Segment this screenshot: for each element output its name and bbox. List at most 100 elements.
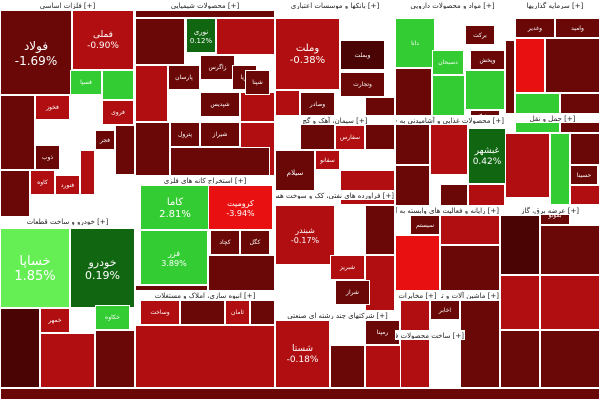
tile-symbol: خمهر [48, 317, 62, 325]
treemap-tile[interactable]: خساپا 1.85% [0, 228, 70, 308]
sector-header[interactable]: [+] ساخت محصولات فلزی [395, 330, 465, 340]
treemap-tile[interactable]: پترول [170, 122, 200, 147]
treemap-tile[interactable]: کاما 2.81% [140, 185, 210, 230]
tile-symbol: آریا [233, 74, 256, 81]
treemap-cell [440, 215, 500, 245]
treemap-tile[interactable]: سفانو [315, 150, 340, 170]
treemap-tile[interactable]: پارسان [168, 65, 200, 90]
treemap-tile[interactable]: وملت -0.38% [275, 18, 340, 90]
sector-header[interactable]: [+] رایانه و فعالیت های وابسته به آن [395, 205, 500, 215]
sector-header[interactable]: [+] استخراج کانه های فلزی [135, 175, 275, 185]
treemap-tile[interactable]: شبندر -0.17% [275, 205, 335, 265]
tile-change-percent: -0.17% [290, 236, 320, 245]
tile-symbol: دسبحان [438, 59, 458, 67]
sector-header[interactable]: [+] عرضه برق، گاز [500, 205, 600, 215]
sector-header[interactable]: [+] فراورده های نفتی، کک و سوخت هسته ای [275, 190, 395, 200]
treemap-tile[interactable]: نوری 0.12% [186, 18, 216, 53]
treemap-tile[interactable]: وتجارت [340, 72, 385, 97]
tile-symbol: وغدیر [527, 24, 543, 32]
tile-symbol: کاوه [37, 179, 48, 187]
treemap-tile[interactable]: وساخت [140, 300, 180, 325]
treemap-tile[interactable]: سیستم [410, 215, 440, 235]
treemap-cell [0, 308, 40, 388]
treemap-tile[interactable]: غبشهر 0.42% [468, 128, 506, 184]
treemap-tile[interactable]: شراز [335, 280, 370, 305]
tile-symbol: سفانو [320, 156, 335, 164]
treemap-tile[interactable]: شیراز [200, 122, 240, 147]
treemap-tile[interactable]: وامید [555, 18, 600, 38]
treemap-tile[interactable]: فملی -0.90% [72, 10, 134, 70]
treemap-tile[interactable]: وپخش [470, 50, 505, 70]
tile-symbol: ثامان [231, 309, 244, 317]
treemap-tile[interactable]: شستا -0.18% [275, 320, 330, 388]
sector-header[interactable]: [+] بانکها و موسسات اعتباری [275, 0, 395, 10]
treemap-tile[interactable]: سیلام [275, 150, 315, 195]
tile-symbol: کرومیت [227, 198, 254, 208]
treemap-cell [115, 125, 135, 175]
tile-symbol: فزر [167, 248, 181, 258]
treemap-tile[interactable]: فزر 3.89% [140, 230, 208, 285]
treemap-tile[interactable]: فسپا [70, 70, 102, 95]
treemap-cell [500, 330, 540, 388]
tile-symbol: کچاد [219, 239, 231, 247]
treemap-tile[interactable]: خودرو 0.19% [70, 228, 135, 308]
treemap-tile[interactable]: خمهر [40, 308, 70, 333]
sector-header[interactable]: [+] خودرو و ساخت قطعات [0, 216, 135, 226]
treemap-tile[interactable]: دانا [395, 18, 435, 68]
sector-header[interactable]: [+] شرکتهای چند رشته ای صنعتی [275, 310, 400, 320]
tile-change-percent: 0.42% [472, 157, 502, 167]
tile-symbol: پترول [177, 131, 193, 139]
treemap-tile[interactable]: ذوب [35, 145, 60, 170]
treemap-tile[interactable]: کچاد [210, 230, 240, 255]
treemap-tile[interactable]: رمپنا [365, 320, 400, 345]
treemap-cell [570, 133, 600, 165]
treemap-tile[interactable]: فخوز [35, 95, 70, 120]
treemap-tile[interactable]: وصادر [300, 92, 335, 117]
treemap-tile[interactable]: وبملت [340, 40, 385, 70]
treemap-tile[interactable]: فجر [95, 130, 115, 150]
treemap-tile[interactable]: برکت [465, 25, 495, 45]
sector-header[interactable]: [+] سرمایه گذاریها [510, 0, 600, 10]
treemap-tile[interactable]: ثامان [225, 300, 250, 325]
tile-change-percent: 3.89% [161, 258, 187, 268]
sector-header[interactable]: [+] سیمان، آهک و گچ [275, 115, 395, 125]
treemap-tile[interactable]: فروی [102, 100, 134, 125]
treemap-cell [0, 170, 30, 225]
treemap-cell [216, 18, 275, 55]
sector-header[interactable]: [+] محصولات غذایی و آشامیدنی به جز قند و… [395, 115, 505, 125]
sector-header[interactable]: [+] حمل و نقل [505, 113, 600, 123]
tile-symbol: غبشهر [474, 146, 500, 157]
sector-header[interactable]: [+] مخابرات [395, 290, 440, 300]
tile-symbol: پارسان [175, 74, 193, 82]
treemap-cell [135, 18, 185, 65]
sector-header[interactable]: [+] انبوه سازی، املاک و مستغلات [135, 290, 275, 300]
tile-symbol: وصادر [309, 101, 326, 109]
treemap-tile[interactable]: شپنا [245, 70, 270, 95]
treemap-tile[interactable]: شپدیس [200, 92, 240, 117]
treemap-cell [365, 345, 405, 388]
treemap-tile[interactable]: فولاد -1.69% [0, 10, 72, 95]
tile-symbol: وملت [295, 43, 320, 54]
treemap-tile[interactable]: سفارس [335, 125, 365, 150]
tile-symbol: حسینا [576, 171, 592, 179]
treemap-cell [500, 275, 540, 330]
sector-header[interactable]: [+] مواد و محصولات دارویی [395, 0, 510, 10]
treemap-tile[interactable]: خکاوه [95, 305, 130, 330]
sector-header[interactable]: [+] فلزات اساسی [0, 0, 135, 10]
treemap-tile[interactable]: وغدیر [515, 18, 555, 38]
treemap-cell [250, 300, 275, 325]
treemap-tile[interactable]: اخابر [430, 300, 460, 320]
tile-change-percent: 0.12% [189, 36, 213, 45]
sector-header[interactable]: [+] ماشین آلات و تجهیزات [440, 290, 500, 300]
treemap-cell [540, 330, 600, 388]
tile-symbol: وپخش [479, 56, 496, 64]
treemap-tile[interactable]: کاوه [30, 170, 55, 195]
treemap-tile[interactable]: حسینا [570, 165, 598, 185]
treemap-tile[interactable]: کگل [240, 230, 270, 255]
treemap-tile[interactable]: زاگرس [200, 55, 235, 80]
treemap-tile[interactable]: فنورد [55, 175, 80, 195]
treemap-tile[interactable]: شبریز [330, 255, 365, 280]
sector-header[interactable]: [+] محصولات شیمیایی [135, 0, 275, 10]
treemap-tile[interactable]: کرومیت -3.94% [208, 185, 273, 230]
treemap-tile[interactable]: دسبحان [432, 50, 464, 75]
